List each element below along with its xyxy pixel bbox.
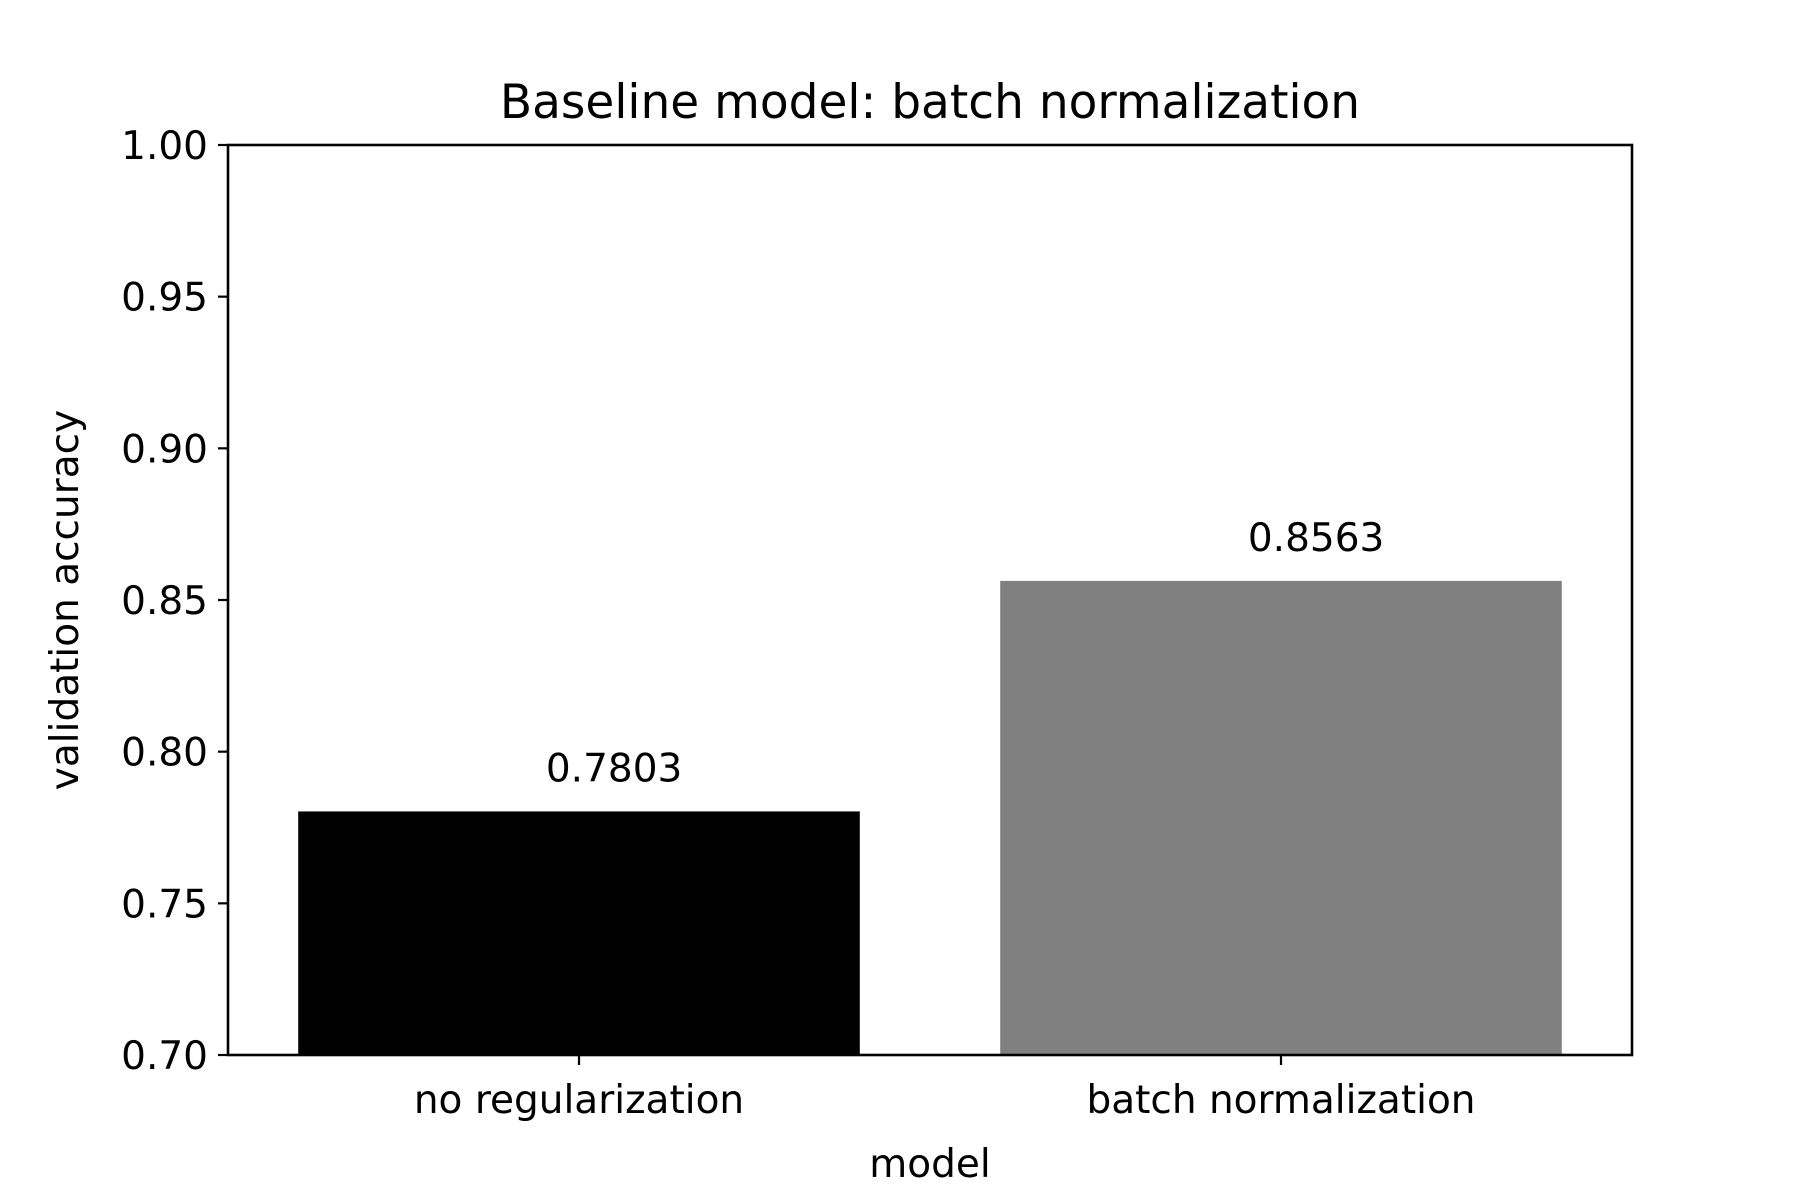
bar — [298, 811, 860, 1055]
bars-layer — [298, 580, 1562, 1055]
y-tick-label: 1.00 — [121, 124, 208, 169]
y-axis: 0.70 0.75 0.80 0.85 0.90 0.95 1.00 — [121, 124, 228, 1079]
y-tick-label: 0.80 — [121, 731, 208, 776]
y-tick-label: 0.85 — [121, 579, 208, 624]
y-tick-label: 0.90 — [121, 427, 208, 472]
y-tick-label: 0.95 — [121, 276, 208, 321]
x-tick-label: batch normalization — [1086, 1078, 1475, 1123]
bar-value-label: 0.7803 — [546, 746, 682, 791]
x-axis-label: model — [869, 1142, 990, 1187]
y-axis-label: validation accuracy — [43, 410, 88, 790]
value-labels-layer: 0.7803 0.8563 — [546, 516, 1384, 792]
x-axis: no regularization batch normalization — [414, 1055, 1476, 1123]
chart-title: Baseline model: batch normalization — [500, 75, 1360, 130]
bar-value-label: 0.8563 — [1248, 516, 1384, 561]
y-tick-label: 0.75 — [121, 882, 208, 927]
bar — [1000, 580, 1562, 1055]
y-tick-label: 0.70 — [121, 1034, 208, 1079]
x-tick-label: no regularization — [414, 1078, 744, 1123]
